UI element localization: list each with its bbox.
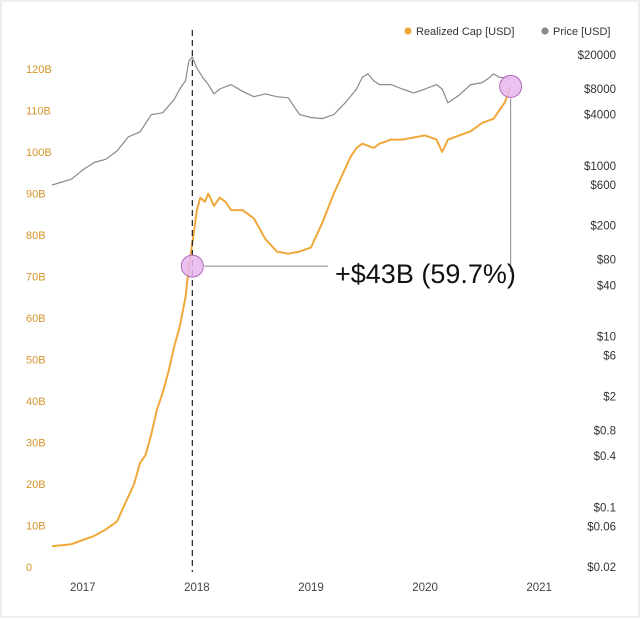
y-right-tick-label: $4000 (584, 110, 616, 122)
x-tick-label: 2021 (526, 582, 552, 594)
y-right-tick-label: $0.06 (587, 521, 616, 533)
y-right-tick-label: $600 (590, 180, 616, 192)
y-right-tick-label: $10 (597, 332, 616, 344)
y-left-tick-label: 120B (26, 64, 52, 76)
y-left-tick-label: 110B (26, 106, 51, 118)
x-tick-label: 2018 (184, 582, 210, 594)
y-left-tick-label: 80B (26, 230, 46, 242)
x-tick-label: 2017 (70, 582, 96, 594)
y-left-tick-label: 40B (26, 396, 46, 408)
y-left-tick-label: 30B (26, 438, 46, 450)
y-right-tick-label: $40 (597, 280, 616, 292)
y-right-tick-label: $0.02 (587, 562, 616, 574)
x-tick-label: 2019 (298, 582, 324, 594)
legend: Realized Cap [USD] Price [USD] (404, 26, 610, 38)
annotation-text: +$43B (59.7%) (335, 259, 516, 289)
y-right-tick-label: $200 (590, 221, 616, 233)
price-series-line (51, 56, 511, 186)
highlight-marker-end (499, 74, 523, 98)
y-right-tick-label: $2 (603, 391, 616, 403)
y-left-tick-label: 100B (26, 147, 52, 159)
y-right-tick-label: $80 (597, 255, 616, 267)
x-tick-label: 2020 (412, 582, 438, 594)
plot-area (51, 30, 523, 572)
highlight-marker-start (180, 254, 204, 278)
y-right-tick-label: $0.1 (594, 502, 616, 514)
axis-labels: 0 10B 20B 30B 40B 50B 60B 70B 80B 90B 100B 110B 120B… (26, 50, 617, 594)
y-right-tick-label: $0.4 (594, 451, 617, 463)
legend-realized-cap-label: Realized Cap [USD] (416, 26, 514, 38)
legend-price-marker (541, 27, 549, 35)
y-left-tick-label: 70B (26, 272, 46, 284)
legend-price-label: Price [USD] (553, 26, 610, 38)
y-left-tick-label: 10B (26, 521, 46, 533)
y-right-tick-label: $1000 (584, 161, 616, 173)
y-right-tick-label: $6 (603, 351, 616, 363)
y-right-tick-label: $8000 (584, 84, 616, 96)
y-right-tick-label: $20000 (578, 50, 616, 62)
y-left-tick-label: 90B (26, 189, 46, 201)
y-left-tick-label: 50B (26, 355, 46, 367)
y-left-tick-label: 20B (26, 479, 46, 491)
realized-cap-series-line (51, 86, 512, 548)
y-left-tick-label: 0 (26, 562, 32, 574)
y-right-tick-label: $0.8 (594, 425, 616, 437)
legend-realized-cap-marker (404, 27, 412, 35)
y-left-tick-label: 60B (26, 313, 46, 325)
